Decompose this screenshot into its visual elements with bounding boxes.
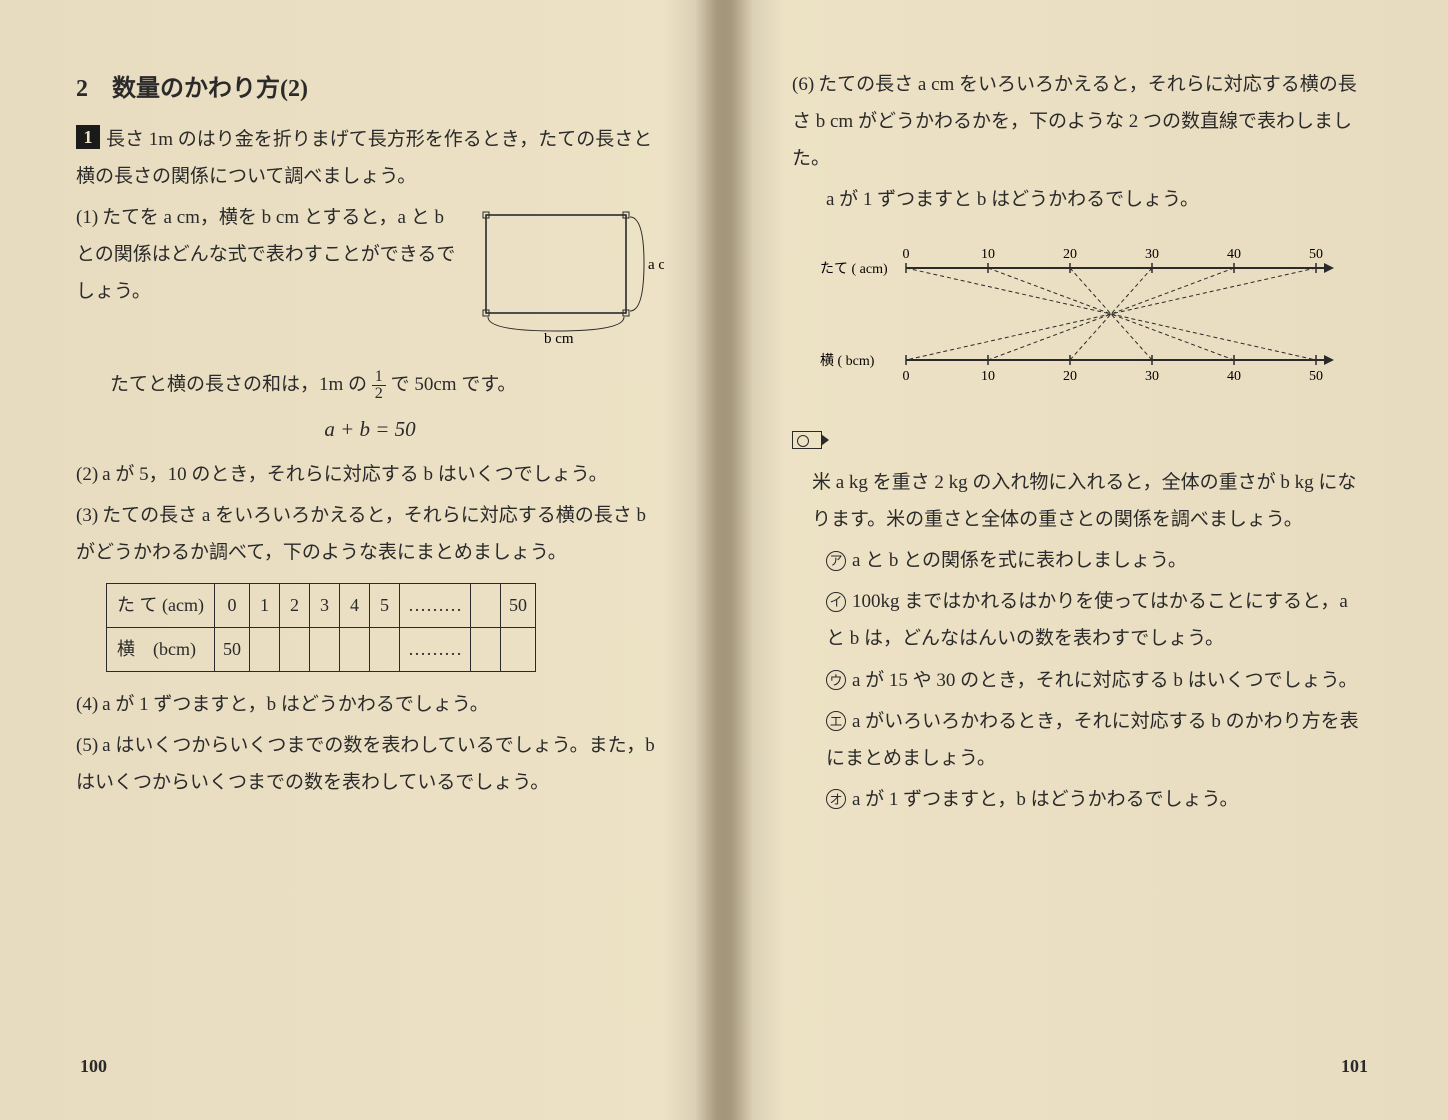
book-spread: 2 数量のかわり方(2) 1長さ 1m のはり金を折りまげて長方形を作るとき，た… — [0, 0, 1448, 1120]
q3: (3)たての長さ a をいろいろかえると，それらに対応する横の長さ b がどうか… — [76, 497, 664, 571]
q5: (5)a はいくつからいくつまでの数を表わしているでしょう。また，b はいくつか… — [76, 727, 664, 801]
circle-mark: イ — [826, 592, 846, 612]
page-number: 101 — [1341, 1049, 1368, 1084]
svg-text:40: 40 — [1227, 247, 1241, 262]
table-row: た て (acm) 0 1 2 3 4 5 ……… 50 — [107, 584, 536, 628]
circle-mark: オ — [826, 789, 846, 809]
svg-text:40: 40 — [1227, 369, 1241, 384]
svg-text:横 ( bcm): 横 ( bcm) — [820, 353, 875, 369]
svg-text:30: 30 — [1145, 369, 1159, 384]
svg-text:0: 0 — [903, 247, 910, 262]
number-line-diagram: たて ( acm) 横 ( bcm) 0 0 10 10 20 20 30 30 40 40 50 50 — [816, 232, 1368, 405]
svg-text:50: 50 — [1309, 247, 1323, 262]
sub-a: アa と b との関係を式に表わしましょう。 — [792, 542, 1368, 579]
problem-2-intro: 米 a kg を重さ 2 kg の入れ物に入れると，全体の重さが b kg にな… — [792, 464, 1368, 538]
svg-text:20: 20 — [1063, 247, 1077, 262]
left-page: 2 数量のかわり方(2) 1長さ 1m のはり金を折りまげて長方形を作るとき，た… — [0, 0, 724, 1120]
intro-line: 1長さ 1m のはり金を折りまげて長方形を作るとき，たての長さと横の長さの関係に… — [76, 121, 664, 195]
intro-text: 長さ 1m のはり金を折りまげて長方形を作るとき，たての長さと横の長さの関係につ… — [76, 129, 652, 187]
circle-mark: エ — [826, 711, 846, 731]
section-title: 2 数量のかわり方(2) — [76, 66, 664, 113]
camera-icon — [792, 431, 822, 449]
sub-i: イ100kg まではかれるはかりを使ってはかることにすると，a と b は，どん… — [792, 583, 1368, 657]
svg-text:たて ( acm): たて ( acm) — [820, 261, 888, 277]
right-page: (6)たての長さ a cm をいろいろかえると，それらに対応する横の長さ b c… — [724, 0, 1448, 1120]
q4: (4)a が 1 ずつますと，b はどうかわるでしょう。 — [76, 686, 664, 723]
value-table: た て (acm) 0 1 2 3 4 5 ……… 50 横 (bcm) 50 … — [106, 583, 536, 672]
sub-o: オa が 1 ずつますと，b はどうかわるでしょう。 — [792, 781, 1368, 818]
svg-text:50: 50 — [1309, 369, 1323, 384]
svg-text:0: 0 — [903, 369, 910, 384]
rect-b-label: b cm — [544, 331, 574, 343]
q6: (6)たての長さ a cm をいろいろかえると，それらに対応する横の長さ b c… — [792, 66, 1368, 177]
circle-mark: ア — [826, 551, 846, 571]
q6-sub: a が 1 ずつますと b はどうかわるでしょう。 — [792, 181, 1368, 218]
sub-u: ウa が 15 や 30 のとき，それに対応する b はいくつでしょう。 — [792, 662, 1368, 699]
svg-text:20: 20 — [1063, 369, 1077, 384]
q2: (2)a が 5，10 のとき，それらに対応する b はいくつでしょう。 — [76, 456, 664, 493]
formula: a + b = 50 — [76, 409, 664, 450]
svg-text:10: 10 — [981, 247, 995, 262]
table-row: 横 (bcm) 50 ……… — [107, 628, 536, 672]
svg-text:10: 10 — [981, 369, 995, 384]
page-number: 100 — [80, 1049, 107, 1084]
circle-mark: ウ — [826, 670, 846, 690]
svg-text:30: 30 — [1145, 247, 1159, 262]
sub-e: エa がいろいろかわるとき，それに対応する b のかわり方を表にまとめましょう。 — [792, 703, 1368, 777]
rectangle-diagram: a cm b cm — [474, 203, 664, 356]
fraction-half: 12 — [372, 369, 386, 402]
problem-2-icon — [792, 423, 1368, 460]
note1: たてと横の長さの和は，1m の 12 で 50cm です。 — [76, 366, 664, 403]
rect-a-label: a cm — [648, 257, 664, 273]
problem-box-number: 1 — [76, 125, 100, 149]
